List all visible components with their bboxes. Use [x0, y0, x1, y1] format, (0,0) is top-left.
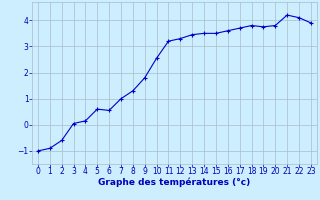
X-axis label: Graphe des températures (°c): Graphe des températures (°c): [98, 178, 251, 187]
